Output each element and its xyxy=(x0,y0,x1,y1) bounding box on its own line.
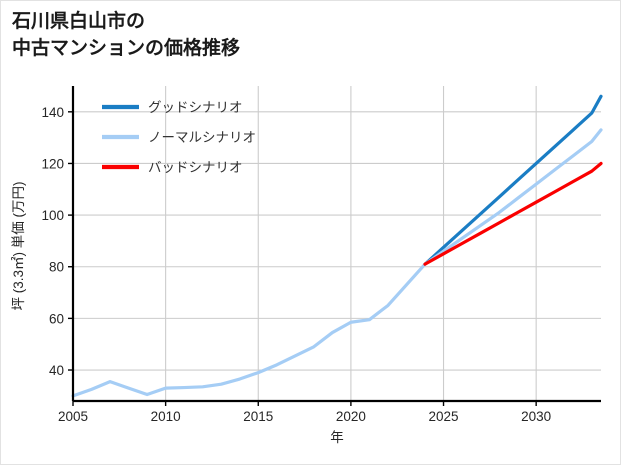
series-line-1 xyxy=(423,94,603,266)
x-tick-label: 2030 xyxy=(521,409,551,424)
y-tick-label: 140 xyxy=(41,105,64,120)
series-line-2 xyxy=(71,128,603,398)
legend-label: グッドシナリオ xyxy=(148,100,243,115)
x-axis-label: 年 xyxy=(330,430,344,445)
x-axis-ticks: 2005 2010 2015 2020 2025 2030 xyxy=(58,401,551,424)
x-tick-label: 2010 xyxy=(151,409,181,424)
legend-label: ノーマルシナリオ xyxy=(148,130,256,145)
y-tick-label: 40 xyxy=(49,363,64,378)
y-axis-ticks: 40 60 80 100 120 140 xyxy=(41,105,73,378)
legend-label: バッドシナリオ xyxy=(148,160,243,175)
y-tick-label: 60 xyxy=(49,311,64,326)
page-title: 石川県白山市の 中古マンションの価格推移 xyxy=(12,11,241,59)
x-tick-label: 2025 xyxy=(429,409,459,424)
series-line-3 xyxy=(423,161,603,266)
series-layer xyxy=(71,94,603,398)
y-tick-label: 120 xyxy=(41,156,64,171)
axis-lines xyxy=(71,86,601,403)
x-tick-label: 2005 xyxy=(58,409,88,424)
y-axis-label: 坪 (3.3㎡) 単価 (万円) xyxy=(11,181,26,310)
y-tick-label: 100 xyxy=(41,208,64,223)
x-tick-label: 2015 xyxy=(243,409,273,424)
y-tick-label: 80 xyxy=(49,260,64,275)
x-tick-label: 2020 xyxy=(336,409,366,424)
